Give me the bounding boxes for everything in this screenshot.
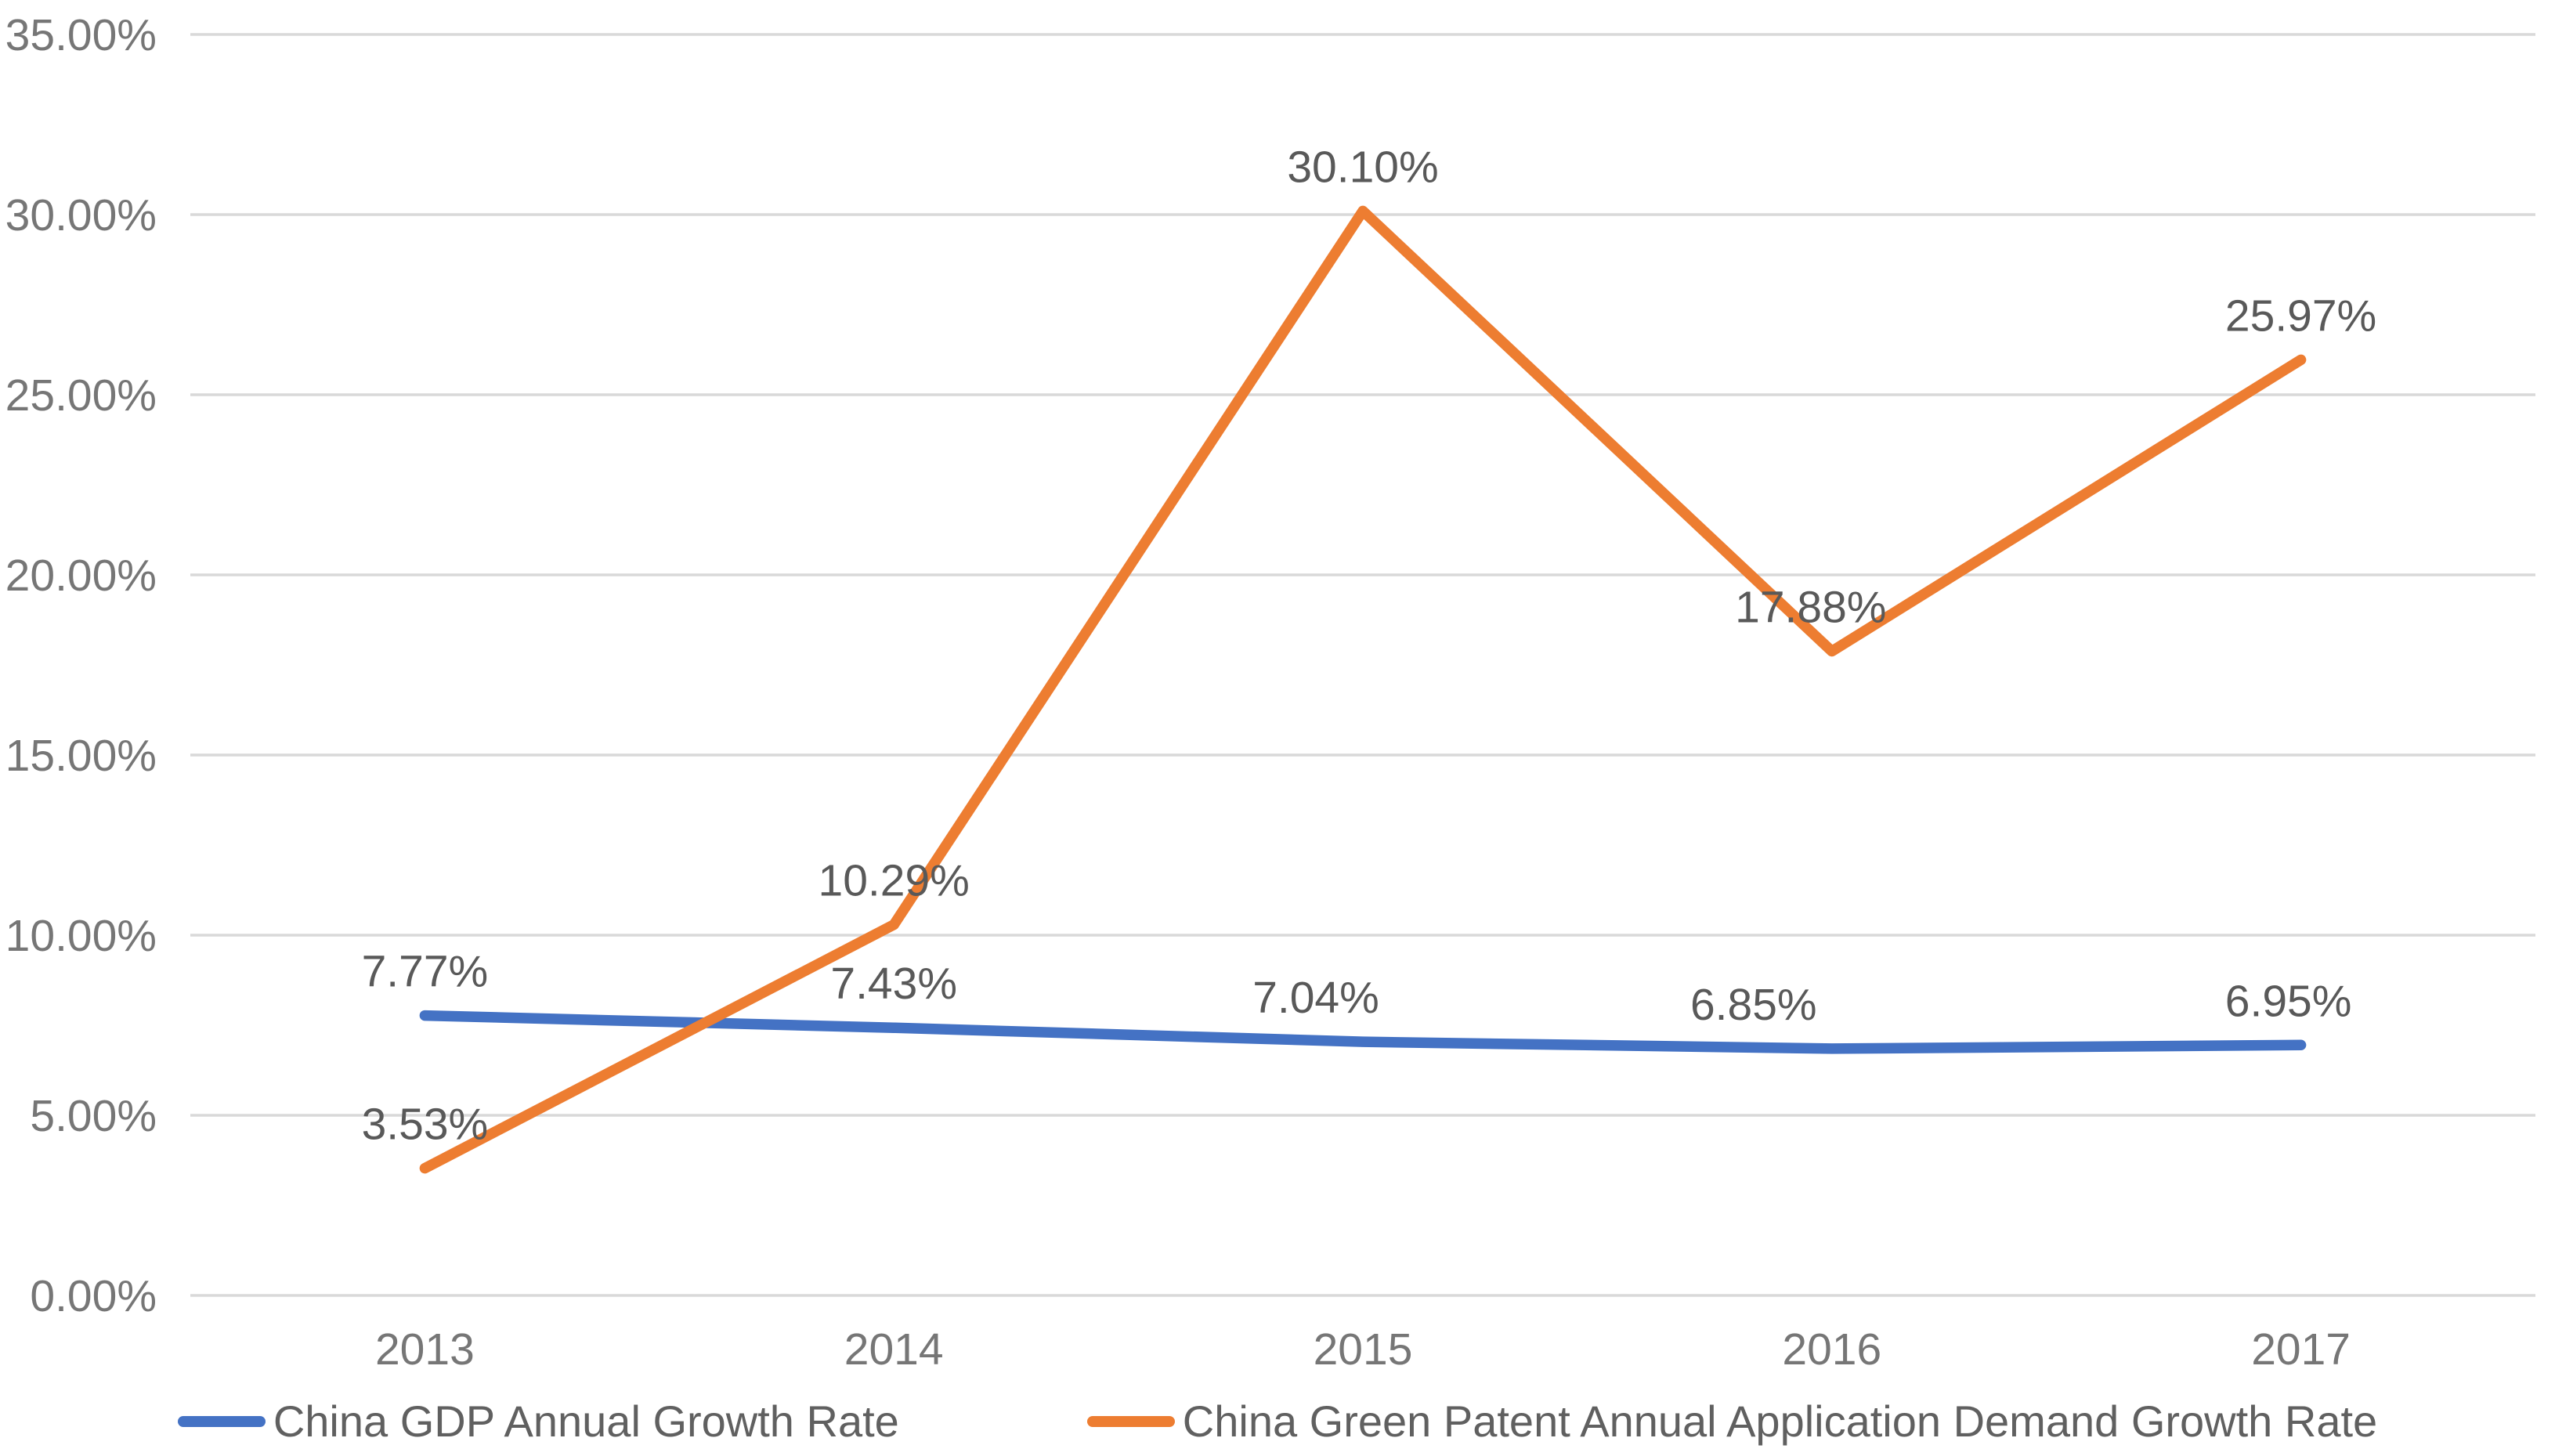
data-label: 3.53% — [362, 1100, 489, 1150]
x-tick-label: 2013 — [375, 1324, 475, 1375]
y-tick-label: 25.00% — [5, 370, 157, 421]
legend-line-swatch-blue — [177, 1415, 266, 1427]
data-label: 6.85% — [1690, 980, 1817, 1030]
y-tick-label: 10.00% — [5, 911, 157, 961]
data-label: 17.88% — [1735, 583, 1886, 633]
y-tick-label: 0.00% — [30, 1271, 157, 1321]
x-tick-label: 2015 — [1314, 1324, 1413, 1375]
series-line-1 — [419, 205, 2307, 1174]
y-tick-label: 30.00% — [5, 190, 157, 240]
chart-legend: China GDP Annual Growth Rate China Green… — [0, 1396, 2555, 1447]
y-tick-label: 35.00% — [5, 10, 157, 60]
legend-line-swatch-orange — [1086, 1415, 1175, 1427]
y-tick-label: 5.00% — [30, 1091, 157, 1141]
series-line-0 — [419, 1010, 2307, 1054]
data-label: 30.10% — [1287, 142, 1438, 192]
y-tick-label: 15.00% — [5, 731, 157, 781]
legend-item-green-patent: China Green Patent Annual Application De… — [1086, 1396, 2378, 1447]
y-tick-label: 20.00% — [5, 551, 157, 601]
x-tick-label: 2016 — [1782, 1324, 1881, 1375]
data-label: 6.95% — [2225, 976, 2352, 1026]
x-tick-label: 2014 — [844, 1324, 944, 1375]
x-tick-label: 2017 — [2251, 1324, 2351, 1375]
legend-label-green-patent: China Green Patent Annual Application De… — [1182, 1396, 2378, 1446]
data-label: 7.04% — [1252, 973, 1379, 1023]
legend-label-gdp: China GDP Annual Growth Rate — [273, 1396, 899, 1446]
data-label: 7.43% — [830, 959, 957, 1009]
data-label: 10.29% — [819, 856, 970, 906]
legend-item-gdp: China GDP Annual Growth Rate — [177, 1396, 899, 1447]
data-label: 25.97% — [2225, 291, 2376, 341]
data-label: 7.77% — [362, 947, 489, 997]
